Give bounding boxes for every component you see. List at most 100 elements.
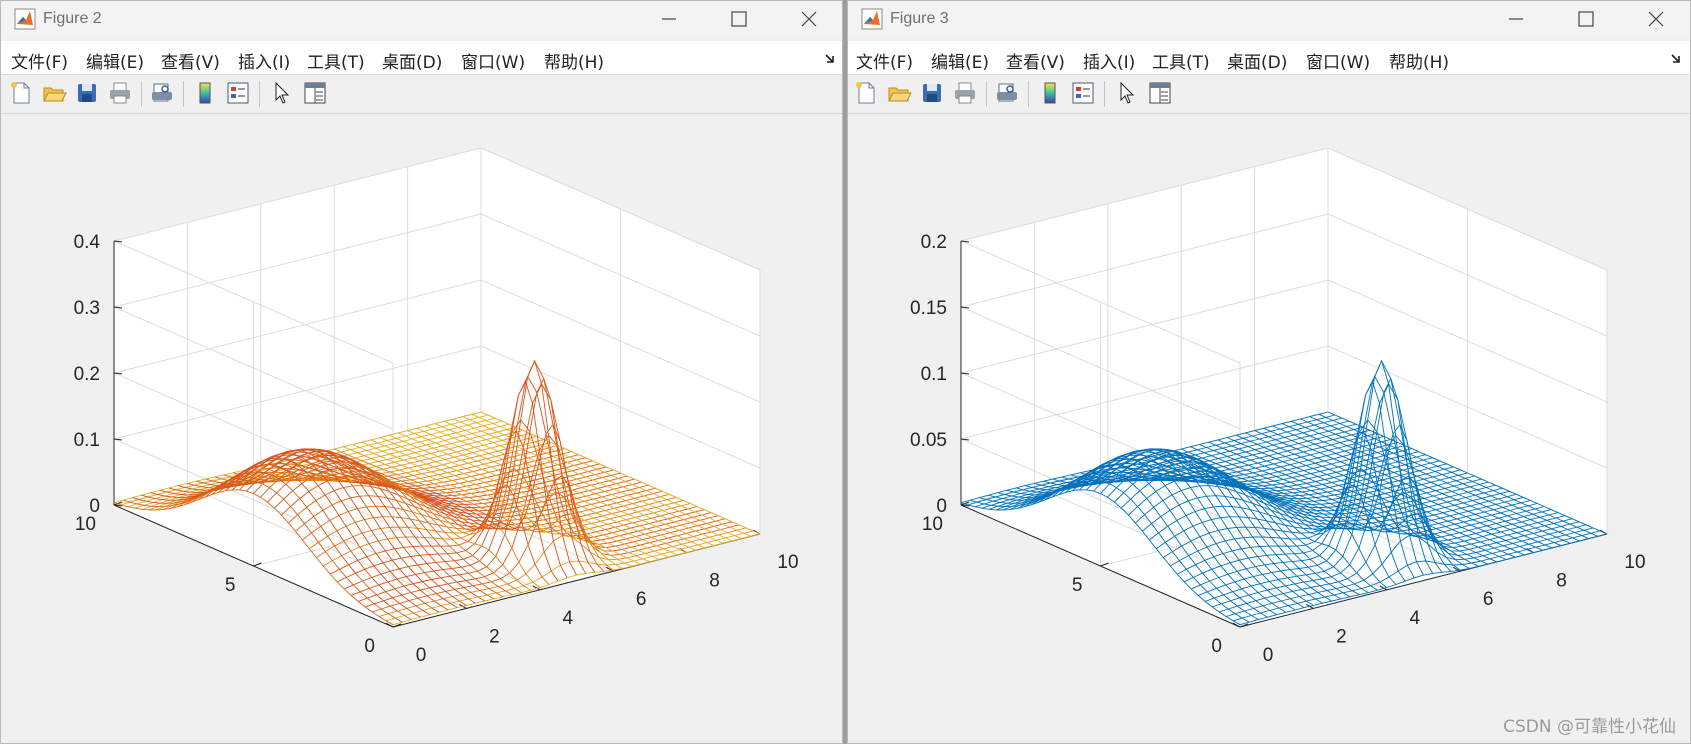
menu-file[interactable]: 文件(F) xyxy=(856,53,914,73)
menu-insert[interactable]: 插入(I) xyxy=(238,53,291,73)
mesh-line xyxy=(1034,448,1314,606)
mesh-line xyxy=(979,471,1259,620)
menu-tools[interactable]: 工具(T) xyxy=(1152,53,1210,73)
y-tick-mark xyxy=(392,623,402,628)
menu-help[interactable]: 帮助(H) xyxy=(544,53,605,73)
dock-arrow-icon[interactable] xyxy=(824,51,838,65)
y-tick-label: 5 xyxy=(1072,575,1083,596)
open-file-icon[interactable] xyxy=(41,80,67,106)
mesh-line xyxy=(1181,448,1461,571)
mesh-line xyxy=(407,430,687,554)
matlab-logo-icon xyxy=(861,8,883,30)
menu-view[interactable]: 查看(V) xyxy=(1006,53,1065,73)
toolbar xyxy=(848,75,1690,114)
toolbar-separator xyxy=(1104,81,1105,107)
menu-desktop[interactable]: 桌面(D) xyxy=(1227,53,1288,73)
x-tick-label: 6 xyxy=(636,589,647,610)
grid-line xyxy=(113,345,482,440)
menu-tools[interactable]: 工具(T) xyxy=(307,53,365,73)
y-tick-label: 0 xyxy=(1211,636,1222,657)
menu-window[interactable]: 窗口(W) xyxy=(1306,53,1371,73)
close-button[interactable] xyxy=(1641,5,1671,33)
grid-line xyxy=(1327,147,1608,271)
property-inspector-icon[interactable] xyxy=(302,80,328,106)
mesh-line xyxy=(1043,450,1323,604)
surface-mesh xyxy=(113,359,761,626)
mesh-line xyxy=(1208,441,1488,565)
property-inspector-icon[interactable] xyxy=(1147,80,1173,106)
maximize-button[interactable] xyxy=(1571,5,1601,33)
mesh-line xyxy=(1052,452,1333,602)
axes-box: 0 0.05 0.1 0.15 0.2 10 5 0 0 2 4 6 8 10 xyxy=(910,147,1646,666)
menu-window[interactable]: 窗口(W) xyxy=(461,53,526,73)
grid-line xyxy=(960,279,1329,374)
z-tick-label: 0 xyxy=(89,496,100,517)
z-tick-label: 0.4 xyxy=(74,232,101,253)
mesh-line xyxy=(379,437,660,560)
edit-plot-arrow-icon[interactable] xyxy=(269,80,295,106)
grid-line xyxy=(113,306,394,430)
x-tick-label: 4 xyxy=(1410,608,1421,629)
new-figure-icon[interactable] xyxy=(8,80,34,106)
mesh-line xyxy=(352,444,632,567)
print-icon[interactable] xyxy=(952,80,978,106)
figure-2-window[interactable]: Figure 2 文件(F) 编辑(E) 查看(V) 插入(I) 工具(T) 桌… xyxy=(0,0,843,744)
mesh-line xyxy=(278,429,559,582)
close-button[interactable] xyxy=(794,5,824,33)
mesh-line xyxy=(425,425,706,549)
z-tick-mark xyxy=(960,306,970,309)
menu-insert[interactable]: 插入(I) xyxy=(1083,53,1136,73)
y-tick-label: 10 xyxy=(922,514,943,535)
edit-plot-arrow-icon[interactable] xyxy=(1114,80,1140,106)
print-preview-icon[interactable] xyxy=(149,80,175,106)
new-figure-icon[interactable] xyxy=(853,80,879,106)
menu-edit[interactable]: 编辑(E) xyxy=(86,53,145,73)
colorbar-icon[interactable] xyxy=(1037,80,1063,106)
window-title: Figure 2 xyxy=(43,10,102,27)
save-icon[interactable] xyxy=(74,80,100,106)
mesh-line xyxy=(462,416,742,540)
legend-icon[interactable] xyxy=(1070,80,1096,106)
menu-file[interactable]: 文件(F) xyxy=(11,53,69,73)
menu-desktop[interactable]: 桌面(D) xyxy=(382,53,443,73)
minimize-icon xyxy=(662,18,676,20)
grid-line xyxy=(960,372,1241,496)
z-tick-label: 0 xyxy=(936,496,947,517)
menu-help[interactable]: 帮助(H) xyxy=(1389,53,1450,73)
title-bar[interactable]: Figure 2 xyxy=(1,1,842,39)
y-tick-mark xyxy=(253,562,262,567)
legend-icon[interactable] xyxy=(225,80,251,106)
toolbar-separator xyxy=(1028,81,1029,107)
mesh-line xyxy=(150,457,430,616)
minimize-button[interactable] xyxy=(654,5,684,33)
print-icon[interactable] xyxy=(107,80,133,106)
z-tick-label: 0.1 xyxy=(921,364,947,385)
save-icon[interactable] xyxy=(919,80,945,106)
mesh-line xyxy=(453,418,733,542)
mesh-line xyxy=(132,471,412,620)
mesh-line xyxy=(1199,444,1479,567)
print-preview-icon[interactable] xyxy=(994,80,1020,106)
plot-area: 0 0.1 0.2 0.3 0.4 10 5 0 0 2 4 6 8 10 xyxy=(1,114,842,743)
mesh-plot-axes[interactable]: 0 0.1 0.2 0.3 0.4 10 5 0 0 2 4 6 8 10 xyxy=(1,114,843,744)
menu-edit[interactable]: 编辑(E) xyxy=(931,53,990,73)
menu-view[interactable]: 查看(V) xyxy=(161,53,220,73)
z-tick-mark xyxy=(113,372,123,375)
dock-arrow-icon[interactable] xyxy=(1670,51,1684,65)
mesh-line xyxy=(1309,416,1589,540)
grid-line xyxy=(113,438,394,562)
mesh-line xyxy=(480,411,761,535)
maximize-button[interactable] xyxy=(724,5,754,33)
title-bar[interactable]: Figure 3 xyxy=(848,1,1690,39)
mesh-line xyxy=(214,456,495,600)
minimize-button[interactable] xyxy=(1501,5,1531,33)
mesh-line xyxy=(361,441,641,565)
axes-box: 0 0.1 0.2 0.3 0.4 10 5 0 0 2 4 6 8 10 xyxy=(74,147,799,666)
open-file-icon[interactable] xyxy=(886,80,912,106)
grid-line xyxy=(1327,345,1608,469)
surface-mesh xyxy=(960,359,1608,626)
z-tick-mark xyxy=(960,504,970,507)
mesh-plot-axes[interactable]: 0 0.05 0.1 0.15 0.2 10 5 0 0 2 4 6 8 10 xyxy=(848,114,1691,744)
figure-3-window[interactable]: Figure 3 文件(F) 编辑(E) 查看(V) 插入(I) 工具(T) 桌… xyxy=(847,0,1691,744)
colorbar-icon[interactable] xyxy=(192,80,218,106)
